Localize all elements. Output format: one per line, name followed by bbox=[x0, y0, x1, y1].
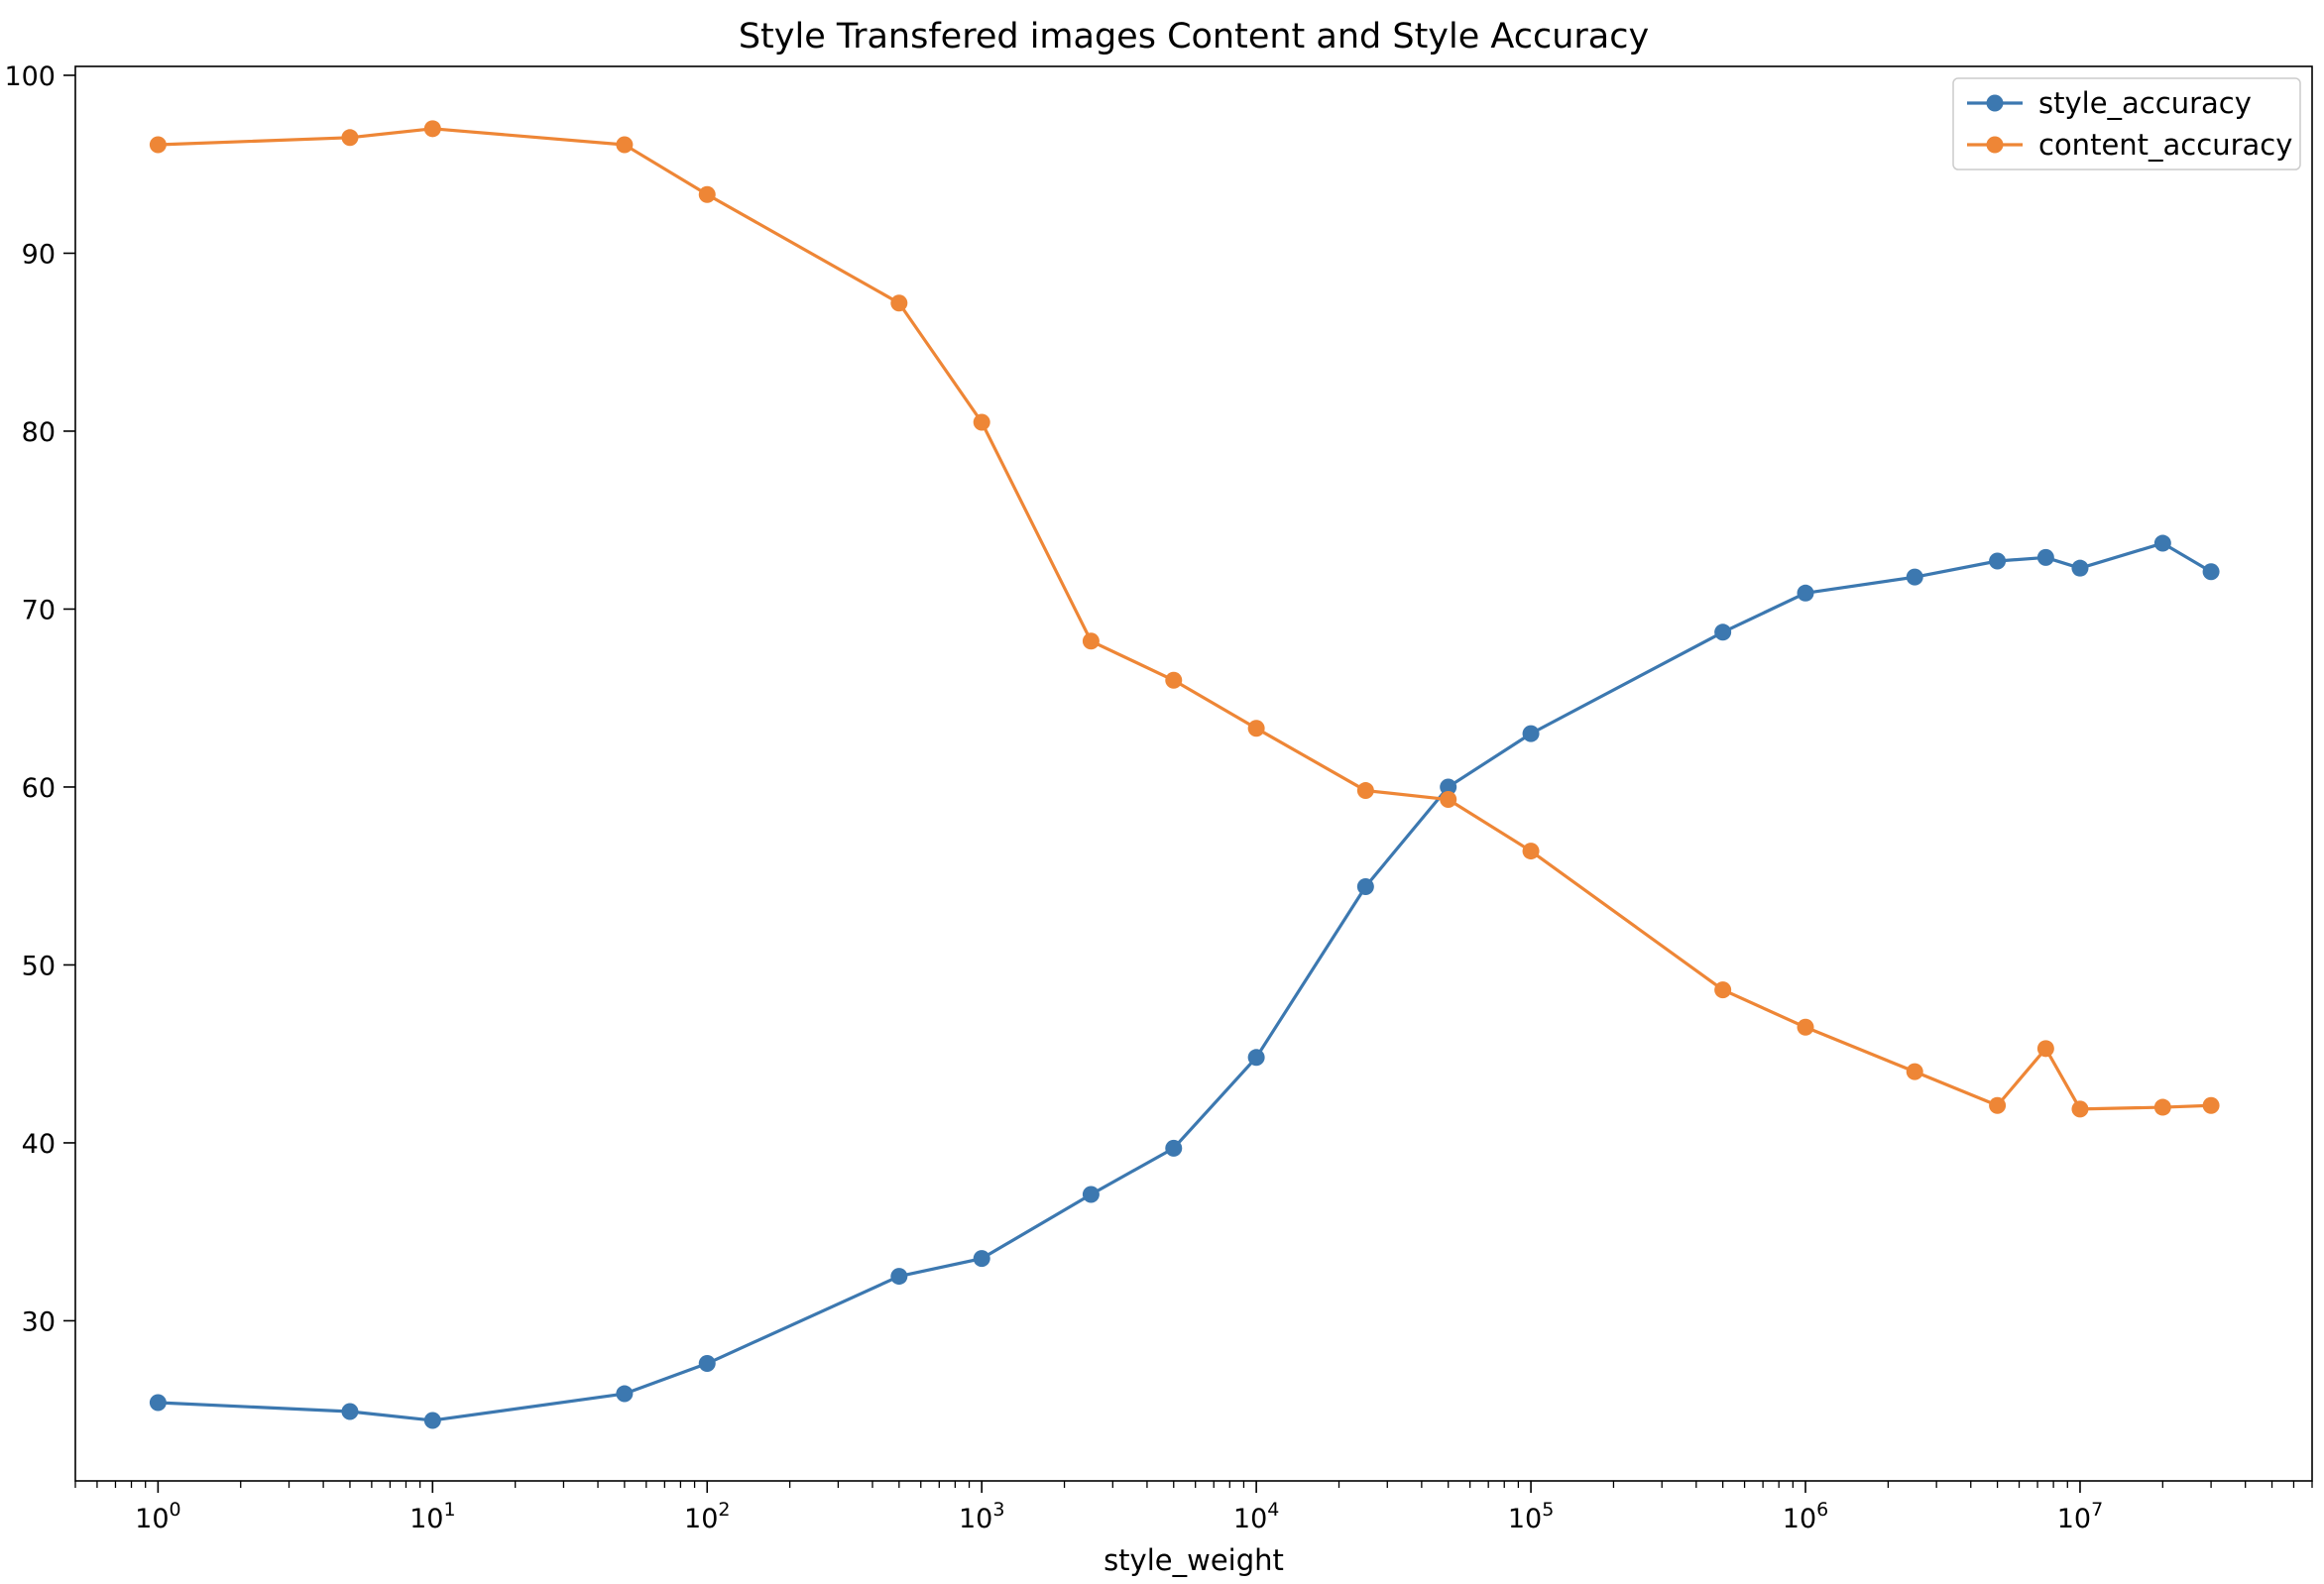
data-point-content_accuracy bbox=[1356, 782, 1374, 800]
data-point-style_accuracy bbox=[2071, 559, 2089, 577]
data-point-style_accuracy bbox=[1522, 725, 1540, 742]
data-point-style_accuracy bbox=[890, 1268, 908, 1286]
x-tick-label: 101 bbox=[409, 1499, 455, 1534]
data-point-style_accuracy bbox=[1247, 1049, 1265, 1067]
x-tick-label: 105 bbox=[1508, 1499, 1554, 1534]
data-point-style_accuracy bbox=[423, 1412, 441, 1429]
legend-label-style_accuracy: style_accuracy bbox=[2038, 86, 2252, 120]
data-point-content_accuracy bbox=[1906, 1063, 1923, 1080]
data-point-content_accuracy bbox=[2202, 1096, 2220, 1114]
x-tick-label: 102 bbox=[684, 1499, 730, 1534]
x-tick-label: 104 bbox=[1233, 1499, 1279, 1534]
data-point-content_accuracy bbox=[341, 129, 359, 147]
y-tick-label: 90 bbox=[22, 239, 56, 270]
y-tick-label: 30 bbox=[22, 1306, 56, 1337]
data-point-content_accuracy bbox=[698, 185, 716, 203]
data-point-content_accuracy bbox=[973, 413, 990, 431]
data-point-style_accuracy bbox=[341, 1403, 359, 1420]
x-tick-label: 106 bbox=[1783, 1499, 1828, 1534]
data-point-content_accuracy bbox=[2153, 1098, 2171, 1116]
data-point-style_accuracy bbox=[2036, 548, 2054, 566]
plot-area bbox=[149, 120, 2220, 1429]
plot-frame bbox=[74, 65, 2313, 1482]
y-tick-label: 40 bbox=[22, 1129, 56, 1160]
y-tick-label: 70 bbox=[22, 595, 56, 625]
data-point-style_accuracy bbox=[1714, 623, 1732, 641]
y-axis: 30 40 50 60 70 80 90 100 bbox=[4, 61, 75, 1337]
x-tick-label: 103 bbox=[959, 1499, 1004, 1534]
data-point-content_accuracy bbox=[1714, 981, 1732, 999]
data-point-content_accuracy bbox=[616, 136, 634, 154]
data-point-style_accuracy bbox=[698, 1355, 716, 1373]
data-point-style_accuracy bbox=[1797, 584, 1814, 602]
data-point-style_accuracy bbox=[973, 1250, 990, 1268]
y-tick-label: 50 bbox=[22, 951, 56, 981]
data-point-style_accuracy bbox=[149, 1394, 167, 1412]
legend-marker-content_accuracy bbox=[1986, 136, 2004, 154]
data-point-content_accuracy bbox=[1989, 1096, 2007, 1114]
data-point-style_accuracy bbox=[1356, 877, 1374, 895]
y-tick-label: 80 bbox=[22, 417, 56, 448]
data-point-content_accuracy bbox=[1522, 843, 1540, 860]
data-point-style_accuracy bbox=[616, 1385, 634, 1403]
y-tick-label: 60 bbox=[22, 773, 56, 804]
data-point-style_accuracy bbox=[2202, 563, 2220, 581]
data-point-style_accuracy bbox=[1440, 778, 1457, 796]
series-style_accuracy bbox=[149, 534, 2220, 1429]
x-tick-label: 107 bbox=[2057, 1499, 2103, 1534]
data-point-content_accuracy bbox=[1165, 671, 1183, 689]
x-tick-label: 100 bbox=[135, 1499, 180, 1534]
data-point-content_accuracy bbox=[1247, 720, 1265, 737]
data-point-content_accuracy bbox=[2071, 1100, 2089, 1118]
x-axis: 100 101 102 103 104 105 106 107 bbox=[74, 1481, 2313, 1534]
legend-marker-style_accuracy bbox=[1986, 94, 2004, 112]
data-point-style_accuracy bbox=[1165, 1139, 1183, 1157]
data-point-content_accuracy bbox=[1797, 1018, 1814, 1036]
chart-title: Style Transfered images Content and Styl… bbox=[739, 17, 1649, 57]
y-tick-label: 100 bbox=[4, 61, 56, 92]
legend-item-content_accuracy: content_accuracy bbox=[1967, 128, 2292, 162]
data-point-content_accuracy bbox=[2036, 1040, 2054, 1058]
legend-label-content_accuracy: content_accuracy bbox=[2038, 128, 2292, 162]
series-content_accuracy bbox=[149, 120, 2220, 1118]
data-point-style_accuracy bbox=[1989, 552, 2007, 570]
data-point-style_accuracy bbox=[1906, 568, 1923, 586]
data-point-style_accuracy bbox=[1082, 1186, 1100, 1203]
data-point-style_accuracy bbox=[2153, 534, 2171, 552]
x-axis-label: style_weight bbox=[1104, 1543, 1284, 1577]
data-point-content_accuracy bbox=[1440, 791, 1457, 809]
data-point-content_accuracy bbox=[890, 294, 908, 312]
legend-box bbox=[1952, 77, 2301, 170]
data-point-content_accuracy bbox=[423, 120, 441, 138]
data-point-content_accuracy bbox=[1082, 632, 1100, 650]
legend: style_accuracy content_accuracy bbox=[1952, 77, 2301, 170]
legend-item-style_accuracy: style_accuracy bbox=[1967, 86, 2252, 120]
data-point-content_accuracy bbox=[149, 136, 167, 154]
